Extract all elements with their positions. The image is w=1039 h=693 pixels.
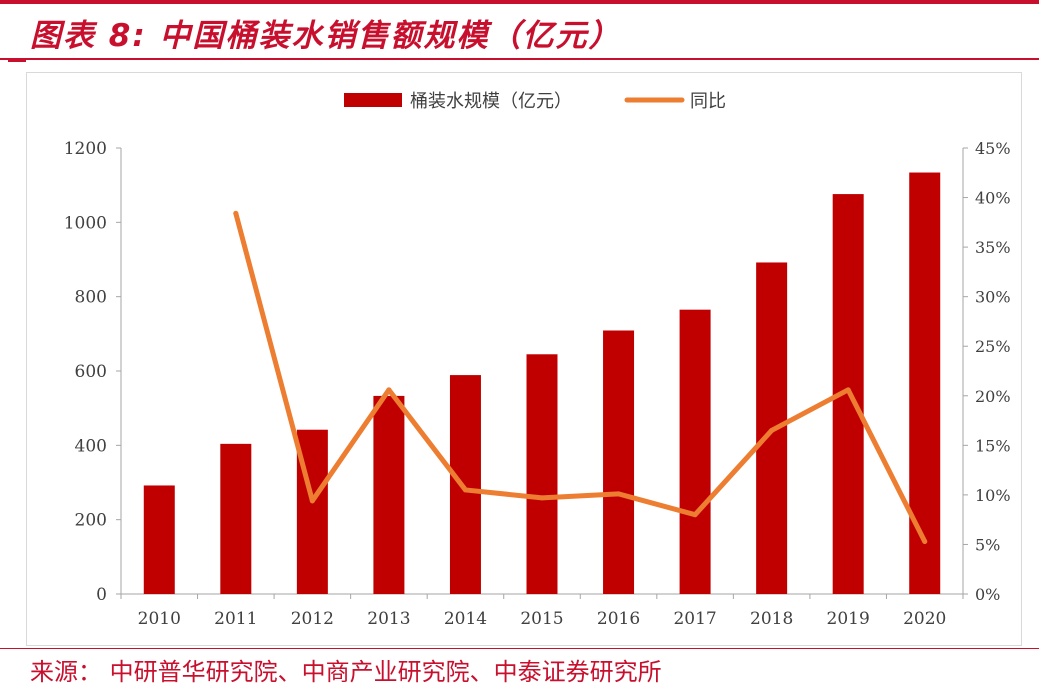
title-rule	[0, 58, 1039, 60]
x-tick-label: 2010	[138, 609, 181, 629]
legend-label-bar: 桶装水规模（亿元）	[410, 91, 572, 112]
x-tick-label: 2012	[291, 609, 334, 629]
x-tick-label: 2011	[214, 609, 257, 629]
x-tick-label: 2019	[827, 609, 870, 629]
y-right-tick-label: 25%	[975, 337, 1011, 356]
line-point-2018	[769, 427, 775, 433]
line-point-2012	[309, 498, 315, 504]
y-left-tick-label: 1000	[64, 213, 107, 233]
y-right-tick-label: 10%	[975, 486, 1011, 505]
x-tick-label: 2017	[673, 609, 716, 629]
bar-2011	[220, 443, 252, 594]
bar-2017	[679, 309, 711, 594]
y-left-tick-label: 1200	[64, 139, 107, 159]
y-right-tick-label: 5%	[975, 535, 1000, 554]
bar-2010	[143, 485, 175, 594]
y-right-tick-label: 30%	[975, 288, 1011, 307]
top-rule	[0, 0, 1039, 4]
bar-2016	[603, 330, 635, 594]
bottom-rule	[0, 648, 1039, 649]
y-right-tick-label: 35%	[975, 238, 1011, 257]
y-left-tick-label: 600	[75, 362, 107, 382]
y-right-tick-label: 20%	[975, 387, 1011, 406]
x-tick-label: 2013	[367, 609, 410, 629]
figure-title: 图表 8: 中国桶装水销售额规模（亿元）	[30, 18, 622, 54]
line-point-2017	[692, 512, 698, 518]
line-series-yoy	[233, 210, 928, 544]
line-point-2016	[616, 491, 622, 497]
bar-2013	[373, 395, 405, 594]
x-tick-label: 2015	[520, 609, 563, 629]
x-tick-label: 2018	[750, 609, 793, 629]
line-point-2013	[386, 387, 392, 393]
x-tick-label: 2016	[597, 609, 640, 629]
line-point-2014	[462, 487, 468, 493]
chart-svg: 0 200 400 600 800 1000 1200 0% 5% 10% 15% 20% 25% 30%…	[64, 91, 1011, 629]
line-point-2015	[539, 495, 545, 501]
line-point-2019	[845, 387, 851, 393]
bar-2015	[526, 354, 558, 594]
y-left-tick-label: 800	[75, 288, 107, 308]
y-left-tick-label: 400	[75, 436, 107, 456]
y-right-tick-label: 15%	[975, 436, 1011, 455]
x-tick-label: 2020	[903, 609, 946, 629]
bar-2014	[449, 375, 481, 594]
line-point-2011	[233, 210, 239, 216]
y-right-tick-label: 0%	[975, 585, 1000, 604]
y-right-tick-label: 40%	[975, 189, 1011, 208]
y-right-tick-label: 45%	[975, 139, 1011, 158]
legend-swatch-bar	[344, 93, 402, 107]
bar-2020	[909, 172, 941, 594]
line-point-2020	[922, 538, 928, 544]
source-note: 来源： 中研普华研究院、中商产业研究院、中泰证券研究所	[30, 658, 662, 686]
y-left-tick-label: 200	[75, 511, 107, 531]
x-tick-label: 2014	[444, 609, 487, 629]
chart-frame: 0 200 400 600 800 1000 1200 0% 5% 10% 15% 20% 25% 30%…	[26, 72, 1022, 646]
legend-label-line: 同比	[690, 91, 726, 112]
y-left-tick-label: 0	[96, 585, 107, 605]
title-tick	[8, 60, 26, 62]
